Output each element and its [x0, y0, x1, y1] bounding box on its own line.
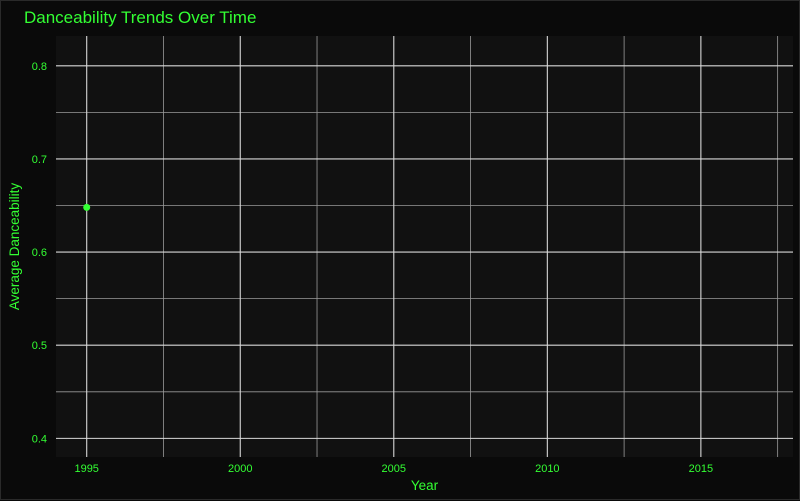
y-axis-tick-labels: 0.4 0.5 0.6 0.7 0.8 — [32, 61, 47, 446]
x-tick-label: 2005 — [382, 463, 406, 475]
minor-gridlines — [56, 36, 793, 457]
x-tick-label: 2000 — [228, 463, 252, 475]
data-point — [83, 203, 91, 211]
x-tick-label: 1995 — [74, 463, 98, 475]
y-tick-label: 0.8 — [32, 61, 47, 73]
y-tick-label: 0.5 — [32, 340, 47, 352]
x-axis-title: Year — [411, 478, 439, 493]
major-gridlines — [56, 36, 793, 457]
chart-title: Danceability Trends Over Time — [24, 8, 256, 27]
plot-panel — [56, 36, 793, 457]
y-tick-label: 0.6 — [32, 247, 47, 259]
x-tick-label: 2015 — [689, 463, 713, 475]
x-tick-label: 2010 — [535, 463, 559, 475]
y-tick-label: 0.4 — [32, 433, 47, 445]
y-tick-label: 0.7 — [32, 154, 47, 166]
y-axis-title: Average Danceability — [7, 183, 22, 311]
x-axis-tick-labels: 1995 2000 2005 2010 2015 — [74, 463, 713, 475]
data-points — [83, 203, 91, 211]
